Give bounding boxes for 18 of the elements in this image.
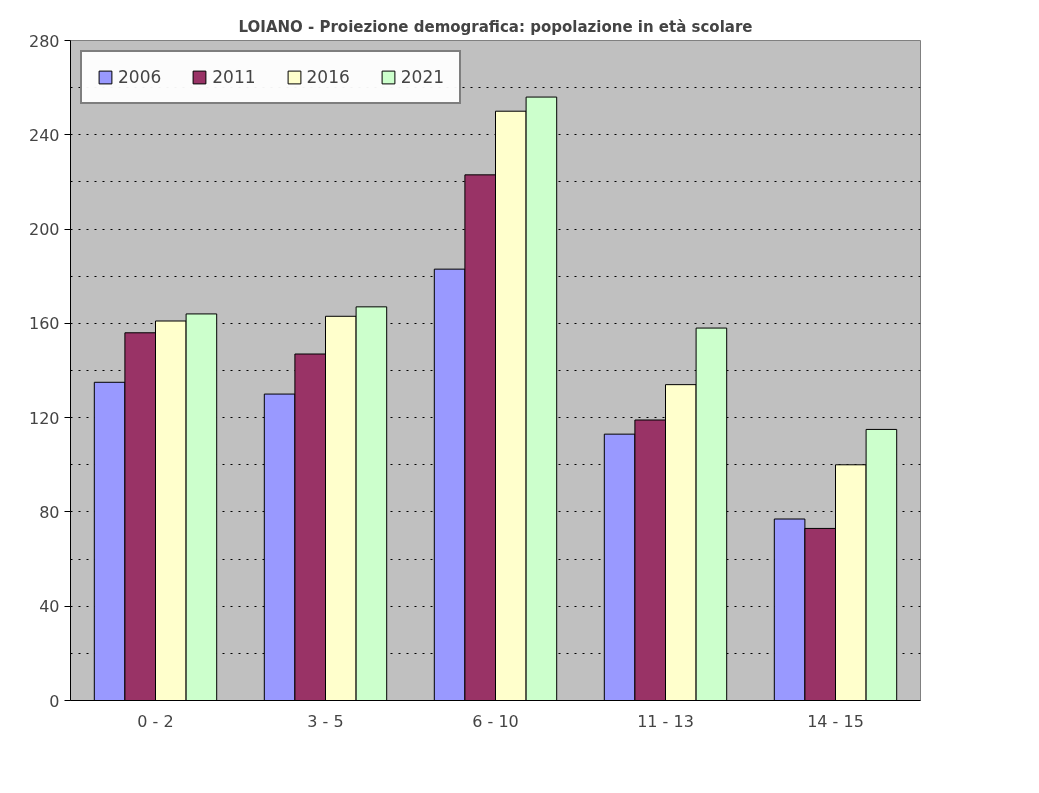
x-tick-label: 11 - 13 <box>637 711 694 731</box>
y-tick-label: 80 <box>39 502 60 522</box>
y-tick-label: 280 <box>28 31 60 51</box>
legend-label: 2011 <box>212 67 256 87</box>
y-tick-label: 240 <box>28 125 60 145</box>
legend-label: 2021 <box>400 67 445 87</box>
y-tick-label: 200 <box>28 220 60 240</box>
x-tick-label: 0 - 2 <box>137 711 174 731</box>
legend-label: 2016 <box>306 67 350 87</box>
chart-title: LOIANO - Proiezione demografica: popolazione in età scolare <box>238 17 753 36</box>
x-tick-label: 3 - 5 <box>307 711 344 731</box>
y-tick-label: 160 <box>28 314 60 334</box>
x-tick-label: 14 - 15 <box>807 711 864 731</box>
y-tick-label: 0 <box>49 691 60 711</box>
legend-label: 2006 <box>118 67 162 87</box>
x-tick-label: 6 - 10 <box>472 711 519 731</box>
y-tick-label: 40 <box>39 597 60 617</box>
y-tick-label: 120 <box>28 408 60 428</box>
